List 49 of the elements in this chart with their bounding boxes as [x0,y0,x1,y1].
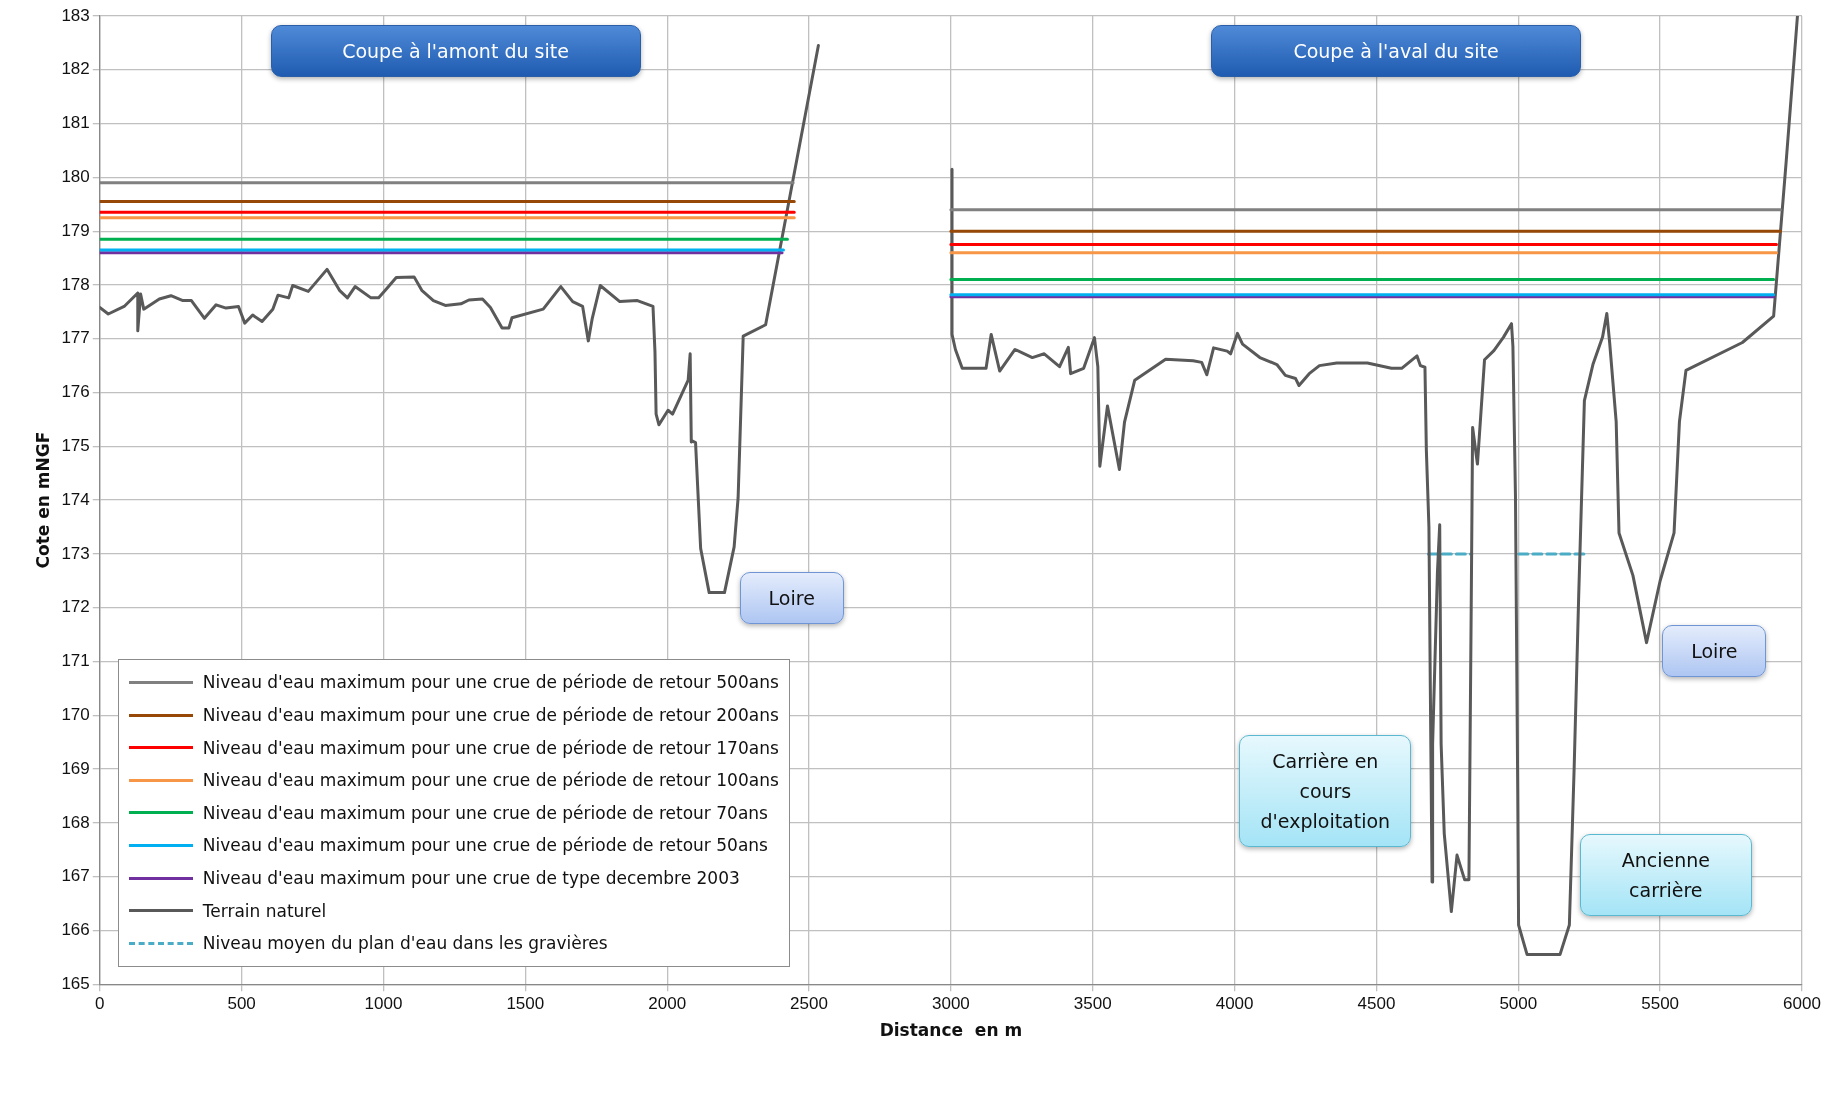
y-tick-label: 177 [61,328,90,348]
y-tick-label: 172 [61,597,90,617]
x-tick-label: 3000 [931,994,970,1014]
x-tick-label: 2500 [790,994,828,1014]
x-axis-title: Distance en m [879,1020,1023,1041]
x-tick-label: 0 [95,994,105,1014]
legend-label: Niveau d'eau maximum pour une crue de période de retour 170ans [202,737,779,758]
legend-label: Niveau d'eau maximum pour une crue de période de retour 70ans [202,802,768,823]
y-axis-title: Cote en mNGF [32,431,53,569]
y-tick-label: 182 [61,59,90,79]
callout-box: Carrière en cours d'exploitation [1239,734,1412,847]
x-tick-label: 5500 [1641,994,1680,1014]
legend-label: Niveau d'eau maximum pour une crue de période de retour 50ans [202,835,768,856]
callout-box: Ancienne carrière [1579,833,1752,916]
y-tick-label: 174 [61,489,90,509]
x-tick-label: 1000 [364,994,403,1014]
y-tick-label: 169 [61,758,90,778]
y-tick-label: 166 [61,920,90,940]
y-tick-label: 175 [61,436,90,455]
y-tick-label: 183 [61,5,90,25]
callout-box: Loire [1662,625,1767,678]
y-tick-label: 181 [61,113,90,133]
x-tick-label: 3500 [1073,994,1112,1014]
y-tick-label: 176 [61,382,90,402]
x-tick-label: 2000 [648,994,687,1014]
callout-box: Loire [739,571,844,624]
callout-box: Coupe à l'amont du site [270,24,641,77]
y-tick-label: 165 [61,973,90,993]
y-tick-label: 180 [61,167,90,187]
callout-box: Coupe à l'aval du site [1211,24,1581,77]
x-tick-label: 4000 [1215,994,1254,1014]
y-tick-label: 179 [61,220,90,240]
x-tick-label: 500 [227,994,256,1014]
x-tick-label: 1500 [506,994,545,1014]
y-tick-label: 168 [61,812,90,832]
x-tick-label: 4500 [1357,994,1396,1014]
y-tick-label: 173 [61,543,90,563]
y-tick-label: 170 [61,704,90,724]
legend-label: Niveau d'eau maximum pour une crue de type decembre 2003 [202,868,740,889]
y-tick-label: 178 [61,274,90,294]
legend-label: Niveau d'eau maximum pour une crue de période de retour 100ans [202,770,779,791]
legend-label: Niveau moyen du plan d'eau dans les gravières [202,933,608,954]
y-tick-label: 171 [61,651,90,671]
legend-label: Niveau d'eau maximum pour une crue de période de retour 200ans [202,705,779,726]
legend-label: Niveau d'eau maximum pour une crue de période de retour 500ans [202,672,779,693]
y-tick-label: 167 [61,866,90,886]
legend-label: Terrain naturel [202,900,327,921]
x-tick-label: 5000 [1499,994,1538,1014]
x-tick-label: 6000 [1783,994,1821,1014]
